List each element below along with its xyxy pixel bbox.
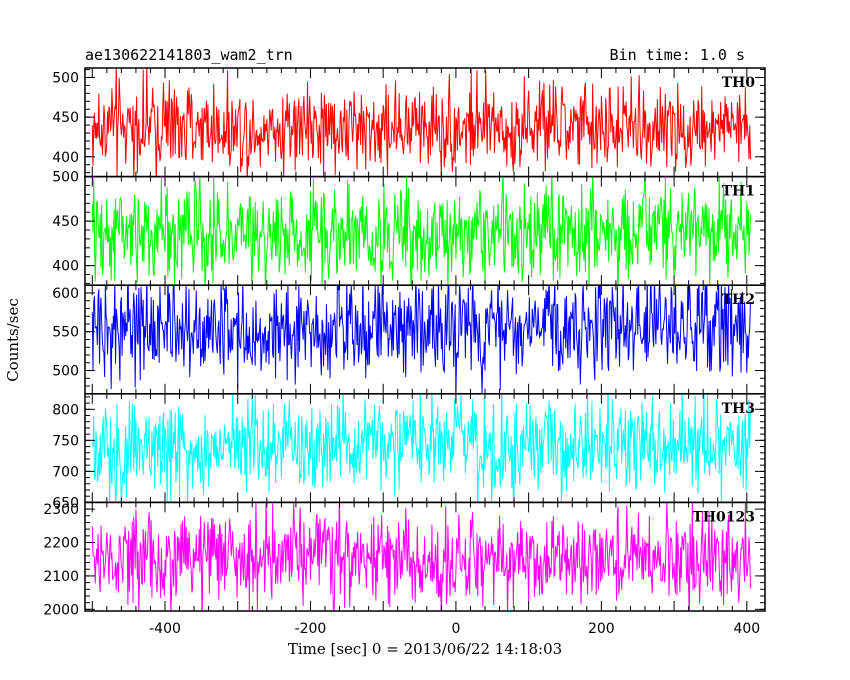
panel-label-th1: TH1	[722, 184, 755, 200]
y-tick-label: 2000	[43, 602, 79, 618]
x-tick-label: 400	[733, 621, 760, 637]
panel-th0: 400 450 500 TH0	[52, 67, 766, 178]
x-axis-title: Time [sec] 0 = 2013/06/22 14:18:03	[288, 640, 562, 658]
x-tick-label: -400	[149, 621, 181, 637]
x-tick-label: 0	[451, 621, 460, 637]
y-axis-title: Counts/sec	[4, 298, 22, 382]
observation-id: ae130622141803_wam2_trn	[85, 46, 293, 64]
series-th2-line	[91, 285, 751, 394]
panel-label-th0123: TH0123	[692, 509, 755, 525]
y-tick-label: 400	[52, 150, 79, 166]
y-tick-label: 450	[52, 110, 79, 126]
y-tick-label: 500	[52, 71, 79, 87]
panel-th3: 650 700 750 800 TH3	[52, 393, 766, 511]
y-tick-label: 550	[52, 325, 79, 341]
y-tick-label: 650	[52, 495, 79, 511]
y-tick-label: 500	[52, 170, 79, 186]
series-th0123-line	[91, 502, 751, 611]
y-tick-label: 450	[52, 214, 79, 230]
series-th3-line	[92, 393, 751, 503]
panel-frame	[84, 501, 766, 612]
panel-th2: 500 550 600 TH2	[52, 284, 766, 395]
panel-th0123: 2000 2100 2200 2300 TH0123	[43, 501, 766, 618]
y-tick-label: 700	[52, 464, 79, 480]
series-th1-line	[91, 176, 751, 286]
series-th0-line	[91, 68, 751, 177]
panel-label-th3: TH3	[722, 401, 755, 417]
x-axis: -400 -200 0 200 400	[149, 621, 760, 637]
panel-label-th2: TH2	[722, 292, 755, 308]
panel-label-th0: TH0	[722, 75, 756, 91]
y-tick-label: 2100	[43, 569, 79, 585]
x-tick-label: 200	[588, 621, 615, 637]
y-tick-label: 600	[52, 286, 79, 302]
bin-time-label: Bin time: 1.0 s	[610, 46, 745, 64]
y-tick-label: 2300	[43, 502, 79, 518]
panel-stack: 400 450 500 TH0 400 450 500 TH1 500 550 600 TH2 650 7…	[43, 67, 766, 618]
y-tick-label: 800	[52, 402, 79, 418]
panel-th1: 400 450 500 TH1	[52, 170, 766, 286]
y-tick-label: 2200	[43, 535, 79, 551]
x-tick-label: -200	[295, 621, 327, 637]
y-tick-label: 400	[52, 259, 79, 275]
y-tick-label: 750	[52, 433, 79, 449]
y-tick-label: 500	[52, 364, 79, 380]
